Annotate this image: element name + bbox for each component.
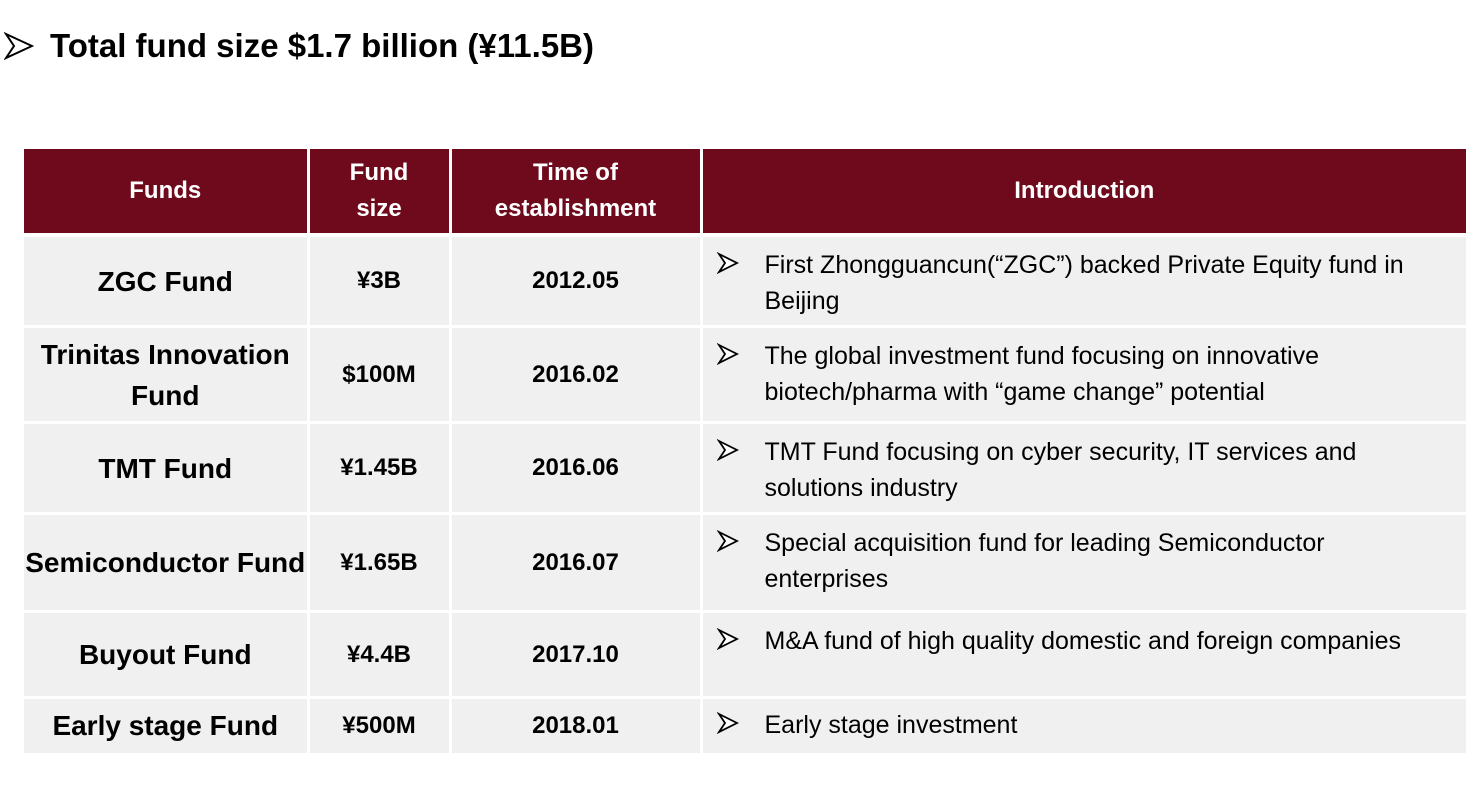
arrow-bullet-icon xyxy=(716,712,739,734)
fund-intro-cell: First Zhongguancun(“ZGC”) backed Private… xyxy=(701,235,1466,328)
arrow-bullet-icon xyxy=(716,530,739,552)
fund-intro: Special acquisition fund for leading Sem… xyxy=(764,529,1325,593)
arrow-bullet-icon xyxy=(716,343,739,365)
fund-size: ¥1.45B xyxy=(308,422,452,515)
fund-size: $100M xyxy=(308,326,452,424)
fund-intro: First Zhongguancun(“ZGC”) backed Private… xyxy=(764,251,1404,315)
fund-size: ¥500M xyxy=(308,697,452,753)
arrow-bullet-icon xyxy=(716,628,739,650)
fund-time: 2016.07 xyxy=(450,513,703,613)
header-fund-size: Fund size xyxy=(308,149,452,237)
fund-intro: Early stage investment xyxy=(764,711,1018,739)
table-row: Semiconductor Fund ¥1.65B 2016.07 Specia… xyxy=(24,513,1466,613)
headline-text: Total fund size $1.7 billion (¥11.5B) xyxy=(50,27,595,64)
fund-intro-cell: TMT Fund focusing on cyber security, IT … xyxy=(701,422,1466,515)
table-row: Buyout Fund ¥4.4B 2017.10 M&A fund of hi… xyxy=(24,611,1466,699)
fund-time: 2016.06 xyxy=(450,422,703,515)
fund-time: 2017.10 xyxy=(450,611,703,699)
funds-table: Funds Fund size Time of establishment In… xyxy=(24,149,1466,753)
fund-size: ¥3B xyxy=(308,235,452,328)
header-funds: Funds xyxy=(24,149,310,237)
fund-intro: M&A fund of high quality domestic and fo… xyxy=(764,627,1402,655)
fund-name: Buyout Fund xyxy=(24,611,310,699)
table-row: Trinitas Innovation Fund $100M 2016.02 T… xyxy=(24,326,1466,424)
table-row: Early stage Fund ¥500M 2018.01 Early sta… xyxy=(24,697,1466,753)
fund-name: Early stage Fund xyxy=(24,697,310,753)
fund-size: ¥4.4B xyxy=(308,611,452,699)
fund-size: ¥1.65B xyxy=(308,513,452,613)
fund-intro: TMT Fund focusing on cyber security, IT … xyxy=(764,438,1357,502)
fund-intro-cell: Special acquisition fund for leading Sem… xyxy=(701,513,1466,613)
header-time-of-establishment: Time of establishment xyxy=(450,149,703,237)
fund-name: TMT Fund xyxy=(24,422,310,515)
headline: Total fund size $1.7 billion (¥11.5B) xyxy=(4,22,594,70)
fund-intro: The global investment fund focusing on i… xyxy=(764,342,1320,406)
fund-intro-cell: Early stage investment xyxy=(701,697,1466,753)
fund-intro-cell: M&A fund of high quality domestic and fo… xyxy=(701,611,1466,699)
fund-name: Semiconductor Fund xyxy=(24,513,310,613)
fund-time: 2012.05 xyxy=(450,235,703,328)
table-row: ZGC Fund ¥3B 2012.05 First Zhongguancun(… xyxy=(24,235,1466,328)
arrow-bullet-icon xyxy=(4,32,34,60)
fund-intro-cell: The global investment fund focusing on i… xyxy=(701,326,1466,424)
fund-time: 2016.02 xyxy=(450,326,703,424)
fund-time: 2018.01 xyxy=(450,697,703,753)
header-introduction: Introduction xyxy=(701,149,1466,237)
table-row: TMT Fund ¥1.45B 2016.06 TMT Fund focusin… xyxy=(24,422,1466,515)
arrow-bullet-icon xyxy=(716,439,739,461)
fund-name: ZGC Fund xyxy=(24,235,310,328)
arrow-bullet-icon xyxy=(716,252,739,274)
table-header-row: Funds Fund size Time of establishment In… xyxy=(24,149,1466,237)
fund-name: Trinitas Innovation Fund xyxy=(24,326,310,424)
